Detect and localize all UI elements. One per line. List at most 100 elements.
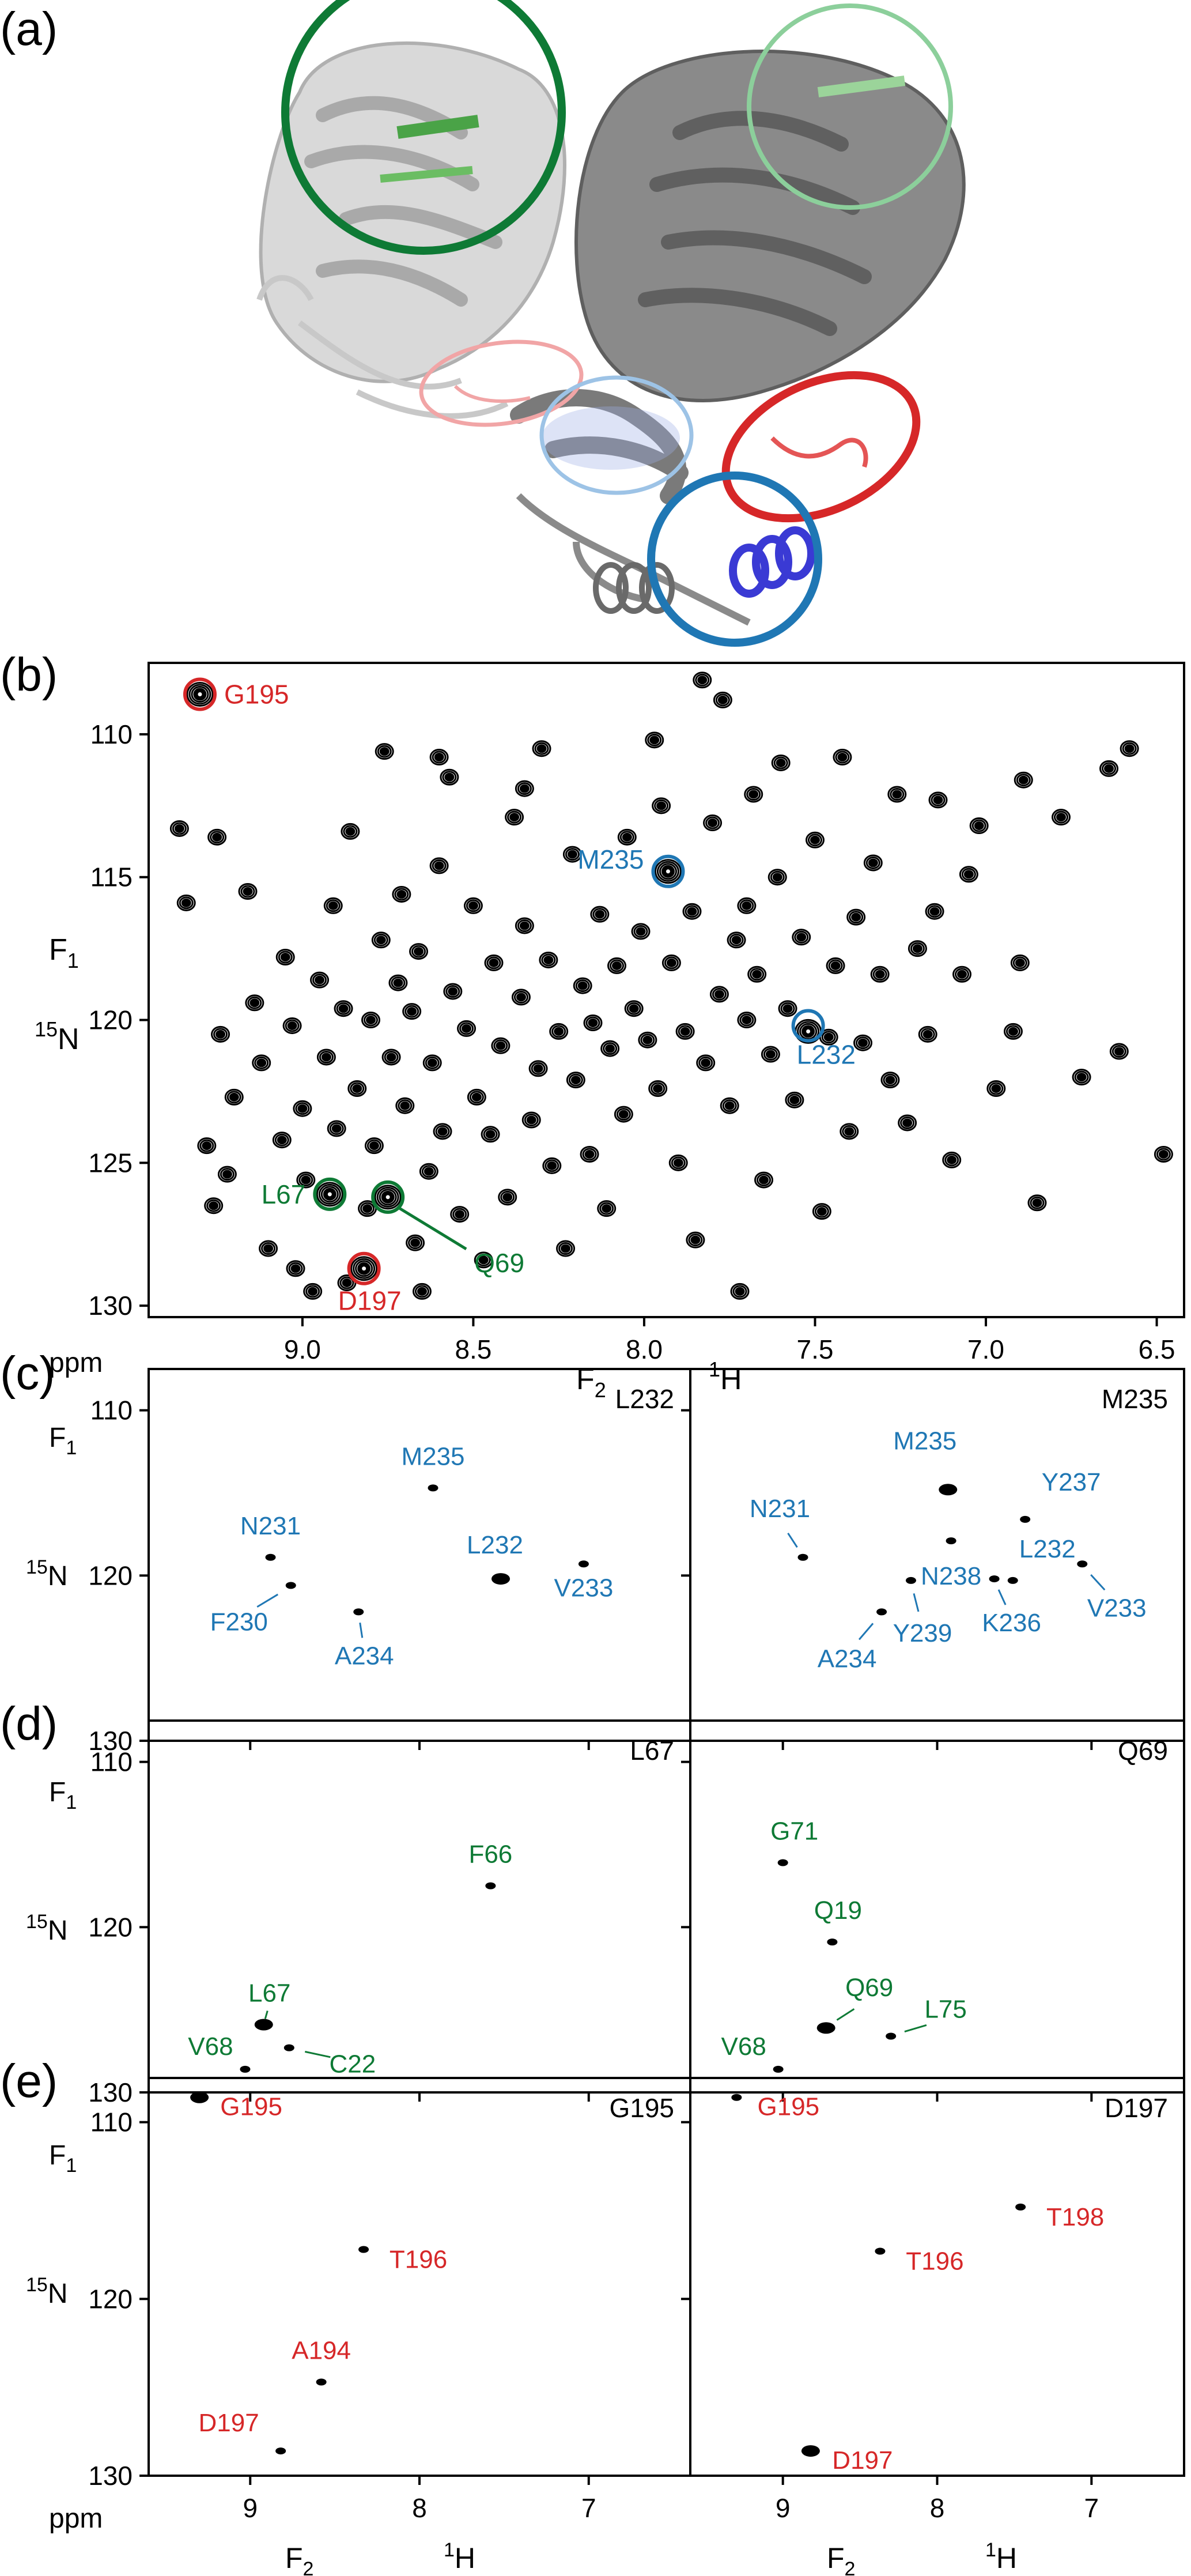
x-tick-label-e-right-0: 9 — [776, 2493, 791, 2523]
peak-contour — [440, 768, 459, 786]
peak-contour — [664, 956, 679, 970]
ribbon-light-strands — [304, 96, 502, 307]
f1-label-b: F1 — [49, 933, 79, 972]
peak-contour — [748, 790, 759, 799]
peak-contour — [776, 758, 786, 767]
peak-contour — [263, 1244, 274, 1253]
peak-contour — [671, 1156, 686, 1170]
peak-contour — [507, 810, 522, 824]
peak-contour — [732, 1285, 747, 1298]
peak-contour — [735, 1287, 745, 1296]
peak-contour — [991, 1084, 1001, 1093]
peak-contour — [336, 1002, 351, 1015]
peak-contour — [868, 858, 878, 868]
peak-circle-l232 — [791, 1009, 825, 1043]
peak-contour — [310, 971, 330, 989]
peak-contour — [638, 1031, 657, 1048]
peak-contour — [353, 1258, 376, 1279]
x-tick-label-e-left-0: 9 — [243, 2493, 258, 2523]
y-tick-label-c-left-1: 120 — [88, 1560, 133, 1590]
peak-contour — [835, 750, 850, 764]
peak-contour — [429, 857, 449, 874]
peak-contour — [690, 1235, 701, 1244]
peak-contour — [731, 936, 742, 945]
peak-contour — [277, 1136, 287, 1145]
peak-contour — [484, 954, 504, 971]
peak-contour — [404, 1005, 419, 1018]
peak-contour — [489, 958, 499, 967]
peak-contour — [476, 1253, 491, 1266]
peak-contour — [844, 1127, 855, 1136]
peak-c-left-n231 — [265, 1553, 276, 1561]
peak-contour — [566, 1072, 585, 1089]
peak-contour — [785, 1091, 804, 1108]
peak-contour — [952, 965, 972, 983]
leader-d-right-q69 — [836, 2008, 855, 2021]
green-strand-right — [817, 76, 906, 97]
peak-contour — [989, 1082, 1004, 1095]
peak-contour — [360, 1202, 375, 1215]
peak-contour — [534, 742, 549, 755]
peak-contour — [875, 970, 885, 979]
peak-contour — [1102, 762, 1117, 775]
peak-center — [666, 869, 670, 874]
peak-contour — [1076, 1073, 1087, 1082]
peak-contour — [880, 1072, 900, 1089]
peak-contour — [633, 925, 648, 938]
peak-contour — [174, 824, 184, 833]
peak-contour — [870, 965, 890, 983]
peak-e-right-d197 — [801, 2445, 820, 2457]
peak-contour — [308, 1287, 318, 1296]
peak-contour — [1122, 742, 1137, 755]
leader-d-left-c22 — [304, 2050, 331, 2058]
ribbon-light-loops — [256, 275, 509, 419]
f1-label-c: F1 — [49, 1423, 77, 1459]
peak-contour — [296, 1171, 316, 1189]
f1e-sub: 1 — [66, 2155, 77, 2177]
protein-structure — [256, 0, 966, 647]
peak-contour — [856, 1036, 871, 1050]
peak-contour — [181, 898, 191, 907]
peak-contour — [524, 1114, 539, 1127]
peak-contour — [908, 940, 927, 957]
leader-c-left-f230 — [256, 1593, 279, 1608]
peak-center — [385, 1195, 390, 1200]
peak-contour — [971, 819, 986, 832]
peak-contour — [327, 1120, 346, 1137]
red-loop — [770, 436, 868, 468]
peak-contour — [789, 1095, 800, 1104]
peak-c-right-n238 — [946, 1537, 956, 1545]
point-label-e-left-d197: D197 — [199, 2409, 259, 2437]
peak-contour — [761, 1046, 780, 1063]
point-label-d-left-c22: C22 — [329, 2050, 376, 2079]
peak-contour — [614, 1106, 633, 1123]
peak-contour — [206, 1199, 221, 1212]
peak-contour — [321, 1053, 331, 1062]
circle-dark-green — [281, 0, 566, 255]
leader-d-right-l75 — [904, 2024, 927, 2032]
peak-contour — [656, 801, 667, 810]
point-label-e-right-d197: D197 — [832, 2446, 893, 2475]
peak-contour — [491, 1037, 511, 1054]
point-label-c-left-l232: L232 — [467, 1531, 523, 1559]
peak-contour — [549, 1023, 569, 1040]
point-label-c-right-y239: Y239 — [893, 1619, 952, 1647]
peak-d-right-q19 — [827, 1938, 838, 1946]
peak-contour — [362, 1204, 373, 1213]
peak-contour — [612, 961, 622, 970]
n-label-e: 15N — [26, 2274, 68, 2309]
peak-contour — [247, 996, 262, 1009]
point-label-d-right-q69: Q69 — [845, 1974, 893, 2002]
peak-c-left-v233 — [578, 1560, 589, 1568]
peak-contour — [739, 899, 754, 912]
peak-contour — [929, 907, 940, 916]
peak-contour — [925, 903, 944, 920]
peak-contour — [481, 1126, 500, 1143]
peak-label-q69: Q69 — [474, 1248, 524, 1278]
green-strand-left — [396, 115, 479, 139]
frame-c-left — [148, 1368, 691, 1742]
h-label-b: 1H — [709, 1357, 742, 1396]
peak-contour — [826, 957, 845, 974]
peak-e-right-t198 — [1015, 2203, 1026, 2211]
spectrum-e-left: G195 9 8 7 110 120 130 G195 T196 A194 D197 — [88, 2077, 691, 2523]
